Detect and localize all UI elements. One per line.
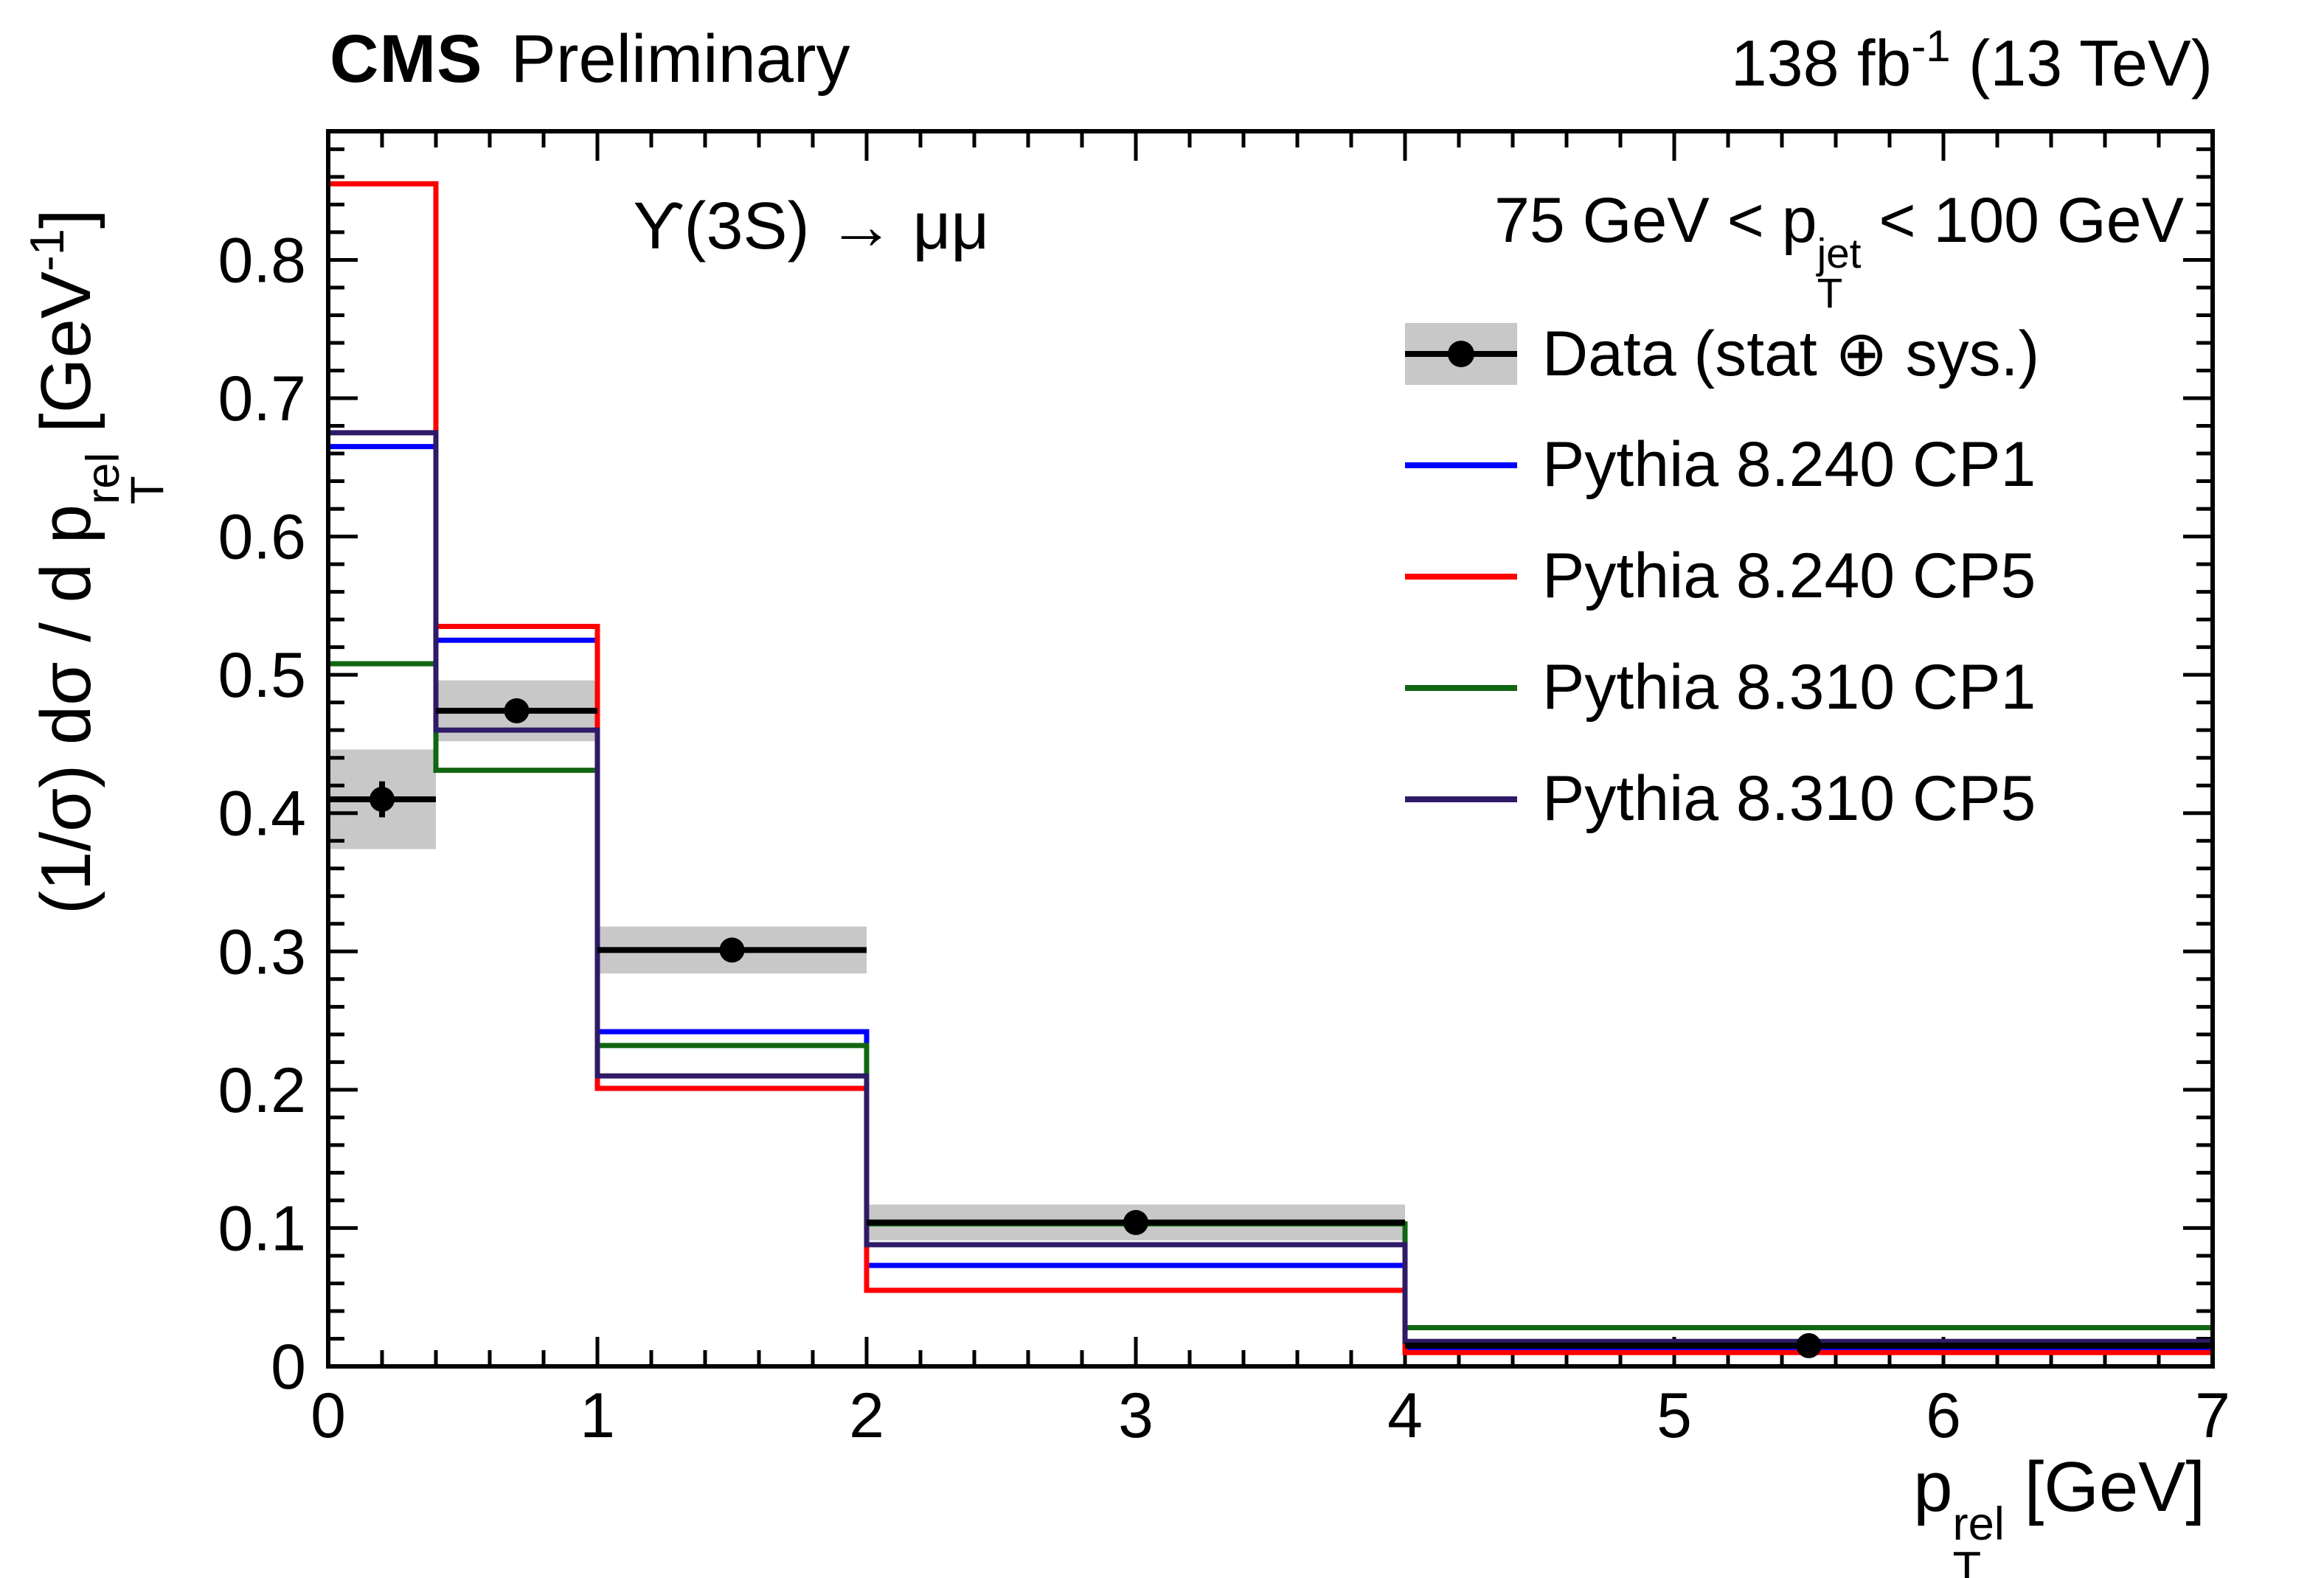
legend-item-pythia-8240-cp5: Pythia 8.240 CP5 <box>1405 521 2039 632</box>
x-axis-title: p rel T [GeV] <box>1913 1447 2205 1578</box>
lumi-label: 138 fb-1 (13 TeV) <box>1731 21 2213 101</box>
legend-label: Data (stat ⊕ sys.) <box>1542 318 2040 389</box>
svg-text:4: 4 <box>1387 1380 1423 1451</box>
y-axis-title: (1/σ) dσ / d p rel T [GeV-1] <box>20 209 174 914</box>
data-marker <box>1405 317 1517 391</box>
legend-item-pythia-8310-cp1: Pythia 8.310 CP1 <box>1405 632 2039 743</box>
pt-rel-stack: rel T <box>1952 1498 2005 1578</box>
svg-text:0.8: 0.8 <box>218 225 306 296</box>
svg-text:0.4: 0.4 <box>218 779 306 849</box>
legend-label: Pythia 8.240 CP5 <box>1542 541 2036 611</box>
legend-item-pythia-8240-cp1: Pythia 8.240 CP1 <box>1405 409 2039 521</box>
line-marker <box>1405 428 1517 502</box>
svg-text:5: 5 <box>1657 1380 1692 1451</box>
svg-text:2: 2 <box>849 1380 884 1451</box>
legend-label: Pythia 8.310 CP1 <box>1542 652 2036 723</box>
line-marker <box>1405 762 1517 836</box>
legend-label: Pythia 8.240 CP1 <box>1542 429 2036 500</box>
lumi-exponent: -1 <box>1911 21 1951 71</box>
legend-label: Pythia 8.310 CP5 <box>1542 763 2036 834</box>
pt-jet-stack: jet T <box>1817 231 1862 318</box>
decay-annotation: ϒ(3S) → μμ <box>633 190 990 263</box>
svg-text:1: 1 <box>580 1380 615 1451</box>
legend: Data (stat ⊕ sys.) Pythia 8.240 CP1 Pyth… <box>1405 298 2039 855</box>
pt-rel-stack: rel T <box>77 452 174 504</box>
svg-text:0.5: 0.5 <box>218 640 306 711</box>
header-left: CMS Preliminary <box>330 21 850 98</box>
line-marker <box>1405 651 1517 725</box>
legend-item-data: Data (stat ⊕ sys.) <box>1405 298 2039 409</box>
svg-text:0.6: 0.6 <box>218 502 306 573</box>
svg-text:0.2: 0.2 <box>218 1055 306 1126</box>
svg-text:0.7: 0.7 <box>218 364 306 434</box>
svg-text:0.1: 0.1 <box>218 1193 306 1264</box>
experiment-label: CMS <box>330 21 483 97</box>
svg-text:0: 0 <box>271 1332 306 1403</box>
svg-text:6: 6 <box>1926 1380 1961 1451</box>
svg-text:0: 0 <box>311 1380 346 1451</box>
svg-text:7: 7 <box>2195 1380 2230 1451</box>
jet-pt-range-annotation: 75 GeV < p jet T < 100 GeV <box>1494 185 2184 318</box>
lumi-value: 138 fb <box>1730 26 1912 100</box>
svg-text:3: 3 <box>1118 1380 1154 1451</box>
lumi-energy: (13 TeV) <box>1950 26 2213 100</box>
line-marker <box>1405 540 1517 614</box>
legend-item-pythia-8310-cp5: Pythia 8.310 CP5 <box>1405 743 2039 855</box>
preliminary-label: Preliminary <box>510 21 850 97</box>
svg-text:0.3: 0.3 <box>218 917 306 987</box>
data-point-swatch <box>1448 340 1474 367</box>
